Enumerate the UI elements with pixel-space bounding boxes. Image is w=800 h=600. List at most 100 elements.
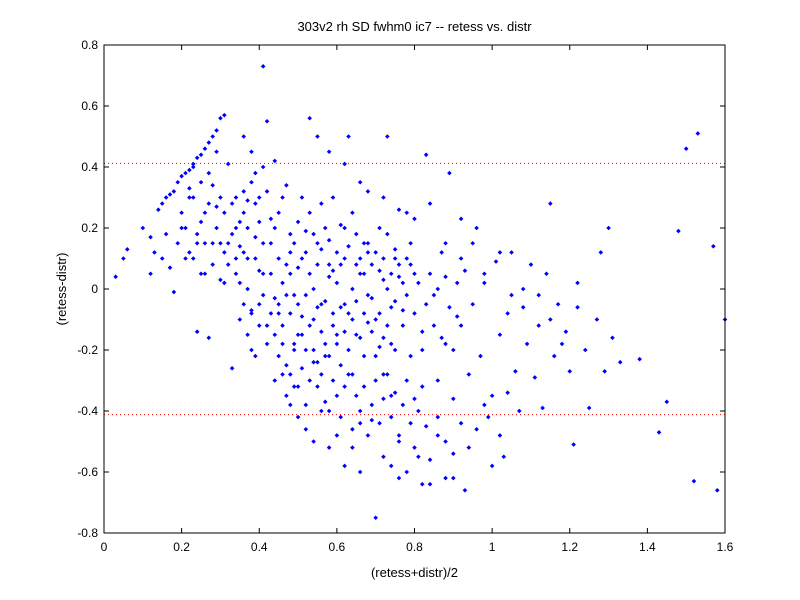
- data-point: [319, 408, 324, 414]
- data-point: [346, 347, 351, 353]
- data-point: [447, 305, 452, 310]
- data-point: [520, 305, 526, 310]
- data-point: [536, 292, 541, 298]
- data-point: [237, 219, 243, 225]
- data-point: [478, 353, 483, 359]
- data-point: [202, 146, 208, 151]
- data-point: [482, 402, 487, 408]
- data-point: [373, 250, 378, 255]
- data-point: [427, 481, 433, 487]
- data-point: [505, 311, 510, 316]
- data-point: [256, 268, 262, 273]
- data-point: [423, 423, 429, 429]
- data-point: [276, 311, 281, 316]
- data-point: [198, 219, 204, 225]
- data-point: [563, 329, 569, 334]
- data-point: [385, 323, 390, 328]
- data-point: [497, 250, 503, 255]
- data-point: [369, 417, 375, 423]
- data-point: [373, 317, 378, 322]
- data-point: [505, 390, 510, 395]
- data-point: [365, 250, 371, 255]
- data-point: [256, 323, 262, 328]
- data-point: [342, 256, 347, 261]
- data-point: [419, 384, 425, 389]
- data-point: [280, 195, 285, 200]
- data-point: [268, 216, 274, 222]
- data-point: [408, 240, 413, 246]
- data-point: [509, 250, 514, 255]
- data-point: [311, 439, 316, 444]
- data-point: [540, 405, 545, 411]
- data-point: [315, 359, 320, 365]
- data-point: [451, 396, 456, 402]
- data-point: [342, 161, 347, 167]
- y-tick-label: -0.8: [77, 526, 98, 540]
- data-point: [435, 286, 441, 292]
- data-point: [548, 317, 553, 322]
- data-point: [272, 225, 278, 231]
- data-point: [524, 341, 530, 347]
- data-point: [268, 311, 274, 316]
- data-point: [319, 301, 324, 307]
- data-point: [303, 292, 309, 298]
- data-point: [284, 393, 289, 399]
- x-tick-label: 0.2: [173, 540, 190, 554]
- data-point: [245, 225, 250, 231]
- data-point: [357, 420, 363, 426]
- data-point: [567, 369, 573, 374]
- y-tick-label: 0.8: [81, 38, 98, 52]
- data-point: [423, 301, 429, 307]
- x-tick-label: 1.2: [561, 540, 578, 554]
- data-point: [458, 216, 464, 222]
- data-point: [412, 445, 417, 450]
- data-point: [385, 372, 390, 377]
- data-point: [571, 442, 576, 447]
- data-point: [338, 414, 344, 420]
- data-point: [241, 301, 247, 307]
- data-point: [482, 271, 487, 277]
- data-point: [392, 390, 398, 395]
- data-point: [385, 231, 390, 237]
- data-point: [268, 240, 274, 246]
- data-point: [396, 207, 402, 212]
- data-point: [187, 195, 192, 200]
- data-point: [342, 329, 347, 334]
- data-point: [474, 427, 479, 432]
- data-point: [419, 347, 425, 353]
- y-tick-label: -0.4: [77, 404, 98, 418]
- x-tick-label: 1: [489, 540, 496, 554]
- data-point: [202, 210, 208, 216]
- data-point: [361, 353, 367, 359]
- data-point: [357, 256, 363, 261]
- data-point: [225, 240, 231, 246]
- data-point: [326, 408, 332, 414]
- data-point: [559, 341, 565, 347]
- data-point: [470, 240, 476, 246]
- data-point: [369, 329, 375, 334]
- data-point: [326, 237, 332, 243]
- data-point: [291, 292, 297, 298]
- data-point: [392, 256, 398, 261]
- data-point: [280, 323, 285, 328]
- data-point: [299, 366, 305, 371]
- data-point: [194, 240, 200, 246]
- data-point: [190, 256, 196, 261]
- data-point: [396, 274, 402, 280]
- data-point: [214, 128, 219, 133]
- data-point: [319, 372, 324, 377]
- data-point: [357, 408, 363, 414]
- data-point: [295, 414, 301, 420]
- data-point: [299, 256, 305, 261]
- data-point: [194, 231, 200, 237]
- data-point: [346, 134, 351, 139]
- data-point: [303, 427, 309, 432]
- data-point: [295, 301, 301, 307]
- data-point: [439, 250, 444, 255]
- data-point: [489, 463, 495, 469]
- data-point: [361, 240, 367, 246]
- data-point: [435, 414, 441, 420]
- data-point: [470, 301, 476, 307]
- data-point: [249, 308, 254, 313]
- data-point: [241, 250, 247, 255]
